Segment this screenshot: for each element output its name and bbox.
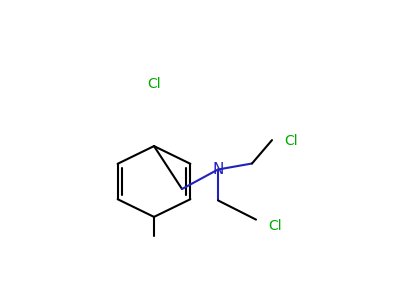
Text: Cl: Cl [147, 76, 161, 91]
Text: N: N [212, 162, 224, 177]
Text: Cl: Cl [284, 134, 298, 148]
Text: Cl: Cl [268, 219, 282, 232]
